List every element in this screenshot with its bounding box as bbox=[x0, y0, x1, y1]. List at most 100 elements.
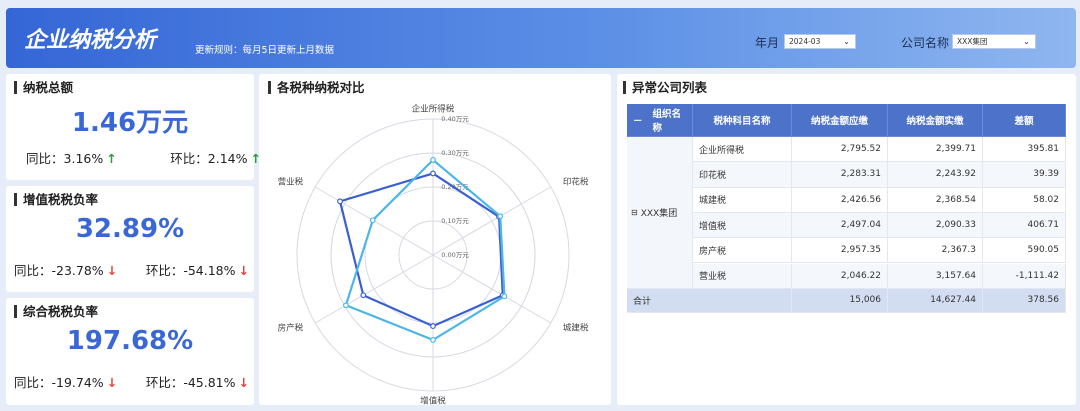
radar-chart: 企业所得税印花税城建税增值税房产税营业税0.00万元0.10万元0.20万元0.… bbox=[278, 104, 589, 406]
table-cell: 2,367.3 bbox=[888, 238, 983, 264]
group-name: XXX集团 bbox=[640, 208, 678, 219]
trend-arrow: ↑ bbox=[250, 151, 261, 166]
yoy-value: -23.78% bbox=[51, 263, 104, 278]
table-cell: 39.39 bbox=[983, 162, 1066, 188]
yoy-label: 同比： bbox=[26, 151, 64, 166]
compare-item: 同比：-19.74% ↓ bbox=[14, 372, 117, 391]
axis-label: 印花税 bbox=[563, 177, 589, 188]
yoy-label: 同比： bbox=[14, 263, 52, 278]
radar-panel: 各税种纳税对比 bbox=[259, 74, 611, 405]
axis-label: 增值税 bbox=[420, 396, 446, 406]
kpi-title: 纳税总额 bbox=[14, 81, 73, 94]
yoy-label: 同比： bbox=[14, 375, 52, 390]
table-cell: -1,111.42 bbox=[983, 263, 1066, 289]
spoke bbox=[432, 186, 552, 256]
total-cell: 14,627.44 bbox=[888, 288, 983, 313]
table-title: 异常公司列表 bbox=[623, 81, 707, 94]
table-cell: 2,283.31 bbox=[792, 162, 888, 188]
total-cell: 合计 bbox=[627, 288, 792, 313]
total-cell: 378.56 bbox=[983, 288, 1066, 313]
chart-title: 各税种纳税对比 bbox=[268, 81, 365, 94]
kpi-title: 增值税税负率 bbox=[14, 193, 98, 206]
trend-arrow: ↓ bbox=[238, 263, 249, 278]
table-cell: 企业所得税 bbox=[693, 137, 792, 163]
header-text: 税种科目名称 bbox=[713, 116, 771, 127]
table-cell: 2,090.33 bbox=[888, 212, 983, 239]
header: 企业纳税分析 更新规则：每月5日更新上月数据 年月 2024-03 ⌄ 公司名称 XXX集团… bbox=[6, 8, 1076, 68]
page-title: 企业纳税分析 bbox=[24, 28, 157, 53]
trend-arrow: ↑ bbox=[106, 151, 117, 166]
kpi-card: 增值税税负率 32.89% 同比：-23.78% ↓ 环比：-54.18% ↓ bbox=[6, 186, 254, 292]
kpi-card: 综合税税负率 197.68% 同比：-19.74% ↓ 环比：-45.81% ↓ bbox=[6, 298, 254, 405]
table-cell: 营业税 bbox=[693, 263, 792, 289]
column-header: 税种科目名称 bbox=[693, 104, 792, 137]
spoke bbox=[432, 254, 552, 324]
spoke bbox=[314, 254, 434, 324]
radar-point bbox=[430, 157, 436, 163]
axis-label: 营业税 bbox=[278, 177, 304, 188]
table-cell: 3,157.64 bbox=[888, 263, 983, 289]
kpi-value: 1.46万元 bbox=[71, 108, 189, 138]
tick-label: 0.30万元 bbox=[441, 149, 469, 157]
table-cell: 2,426.56 bbox=[792, 187, 888, 213]
compare-item: 环比：2.14% ↑ bbox=[170, 148, 261, 167]
header-text: 组织名称 bbox=[652, 109, 682, 134]
column-header: － 组织名称 bbox=[627, 104, 693, 137]
header-text: 差额 bbox=[1014, 116, 1034, 127]
table-cell: 395.81 bbox=[983, 137, 1066, 163]
kpi-value: 32.89% bbox=[75, 214, 185, 244]
filter-label: 公司名称 bbox=[901, 36, 950, 50]
kpi-compare: 同比：-19.74% ↓ 环比：-45.81% ↓ bbox=[14, 372, 249, 391]
table-cell: 2,399.71 bbox=[888, 137, 983, 163]
table-cell: 2,957.35 bbox=[792, 238, 888, 264]
compare-item: 同比：3.16% ↑ bbox=[26, 148, 117, 167]
axis-label: 房产税 bbox=[278, 323, 304, 334]
table-cell: 58.02 bbox=[983, 187, 1066, 213]
mom-label: 环比： bbox=[170, 151, 208, 166]
kpi-value: 197.68% bbox=[66, 326, 194, 356]
table-cell: 2,046.22 bbox=[792, 263, 888, 289]
table-cell: 590.05 bbox=[983, 238, 1066, 264]
total-cell: 15,006 bbox=[792, 288, 888, 313]
trend-arrow: ↓ bbox=[238, 375, 249, 390]
kpi-title: 综合税税负率 bbox=[14, 305, 98, 318]
mom-value: 2.14% bbox=[207, 151, 248, 166]
update-note: 更新规则：每月5日更新上月数据 bbox=[195, 45, 335, 56]
yoy-value: 3.16% bbox=[63, 151, 104, 166]
table-cell: 印花税 bbox=[693, 162, 792, 188]
table-cell: 2,368.54 bbox=[888, 187, 983, 213]
filter-select[interactable]: 2024-03 ⌄ bbox=[784, 34, 856, 49]
axis-label: 企业所得税 bbox=[412, 104, 455, 115]
tick-label: 0.40万元 bbox=[441, 115, 469, 123]
column-header: 差额 bbox=[983, 104, 1066, 137]
radar-point bbox=[369, 217, 376, 224]
compare-item: 环比：-45.81% ↓ bbox=[146, 372, 249, 391]
dropdown-arrow: ⌄ bbox=[1023, 37, 1030, 46]
filter-label: 年月 bbox=[755, 36, 780, 50]
tick-label: 0.00万元 bbox=[441, 251, 469, 259]
radar-point bbox=[430, 323, 436, 329]
table-panel: 异常公司列表－组织名称 税种科目名称 纳税金额应缴 纳税金额实缴 差额 ⊟ XXX集团 企业所… bbox=[617, 74, 1076, 405]
trend-arrow: ↓ bbox=[106, 375, 118, 390]
trend-arrow: ↓ bbox=[106, 263, 118, 278]
table-cell: 房产税 bbox=[693, 238, 792, 264]
radar-point bbox=[337, 198, 343, 205]
table-cell: 增值税 bbox=[693, 212, 792, 239]
column-header: 纳税金额应缴 bbox=[792, 104, 888, 137]
filter-select[interactable]: XXX集团 ⌄ bbox=[952, 34, 1036, 49]
compare-item: 同比：-23.78% ↓ bbox=[14, 260, 117, 279]
radar-point bbox=[360, 292, 367, 299]
collapse-icon: － bbox=[633, 116, 643, 127]
mom-value: -45.81% bbox=[183, 375, 236, 390]
header-text: 纳税金额实缴 bbox=[906, 116, 964, 127]
filter-value: XXX集团 bbox=[957, 37, 988, 46]
filter-value: 2024-03 bbox=[789, 37, 821, 46]
mom-value: -54.18% bbox=[183, 263, 236, 278]
table-cell: 城建税 bbox=[693, 187, 792, 213]
tick-label: 0.10万元 bbox=[441, 217, 469, 225]
column-header: 纳税金额实缴 bbox=[888, 104, 983, 137]
table-cell: 2,497.04 bbox=[792, 212, 888, 239]
compare-item: 环比：-54.18% ↓ bbox=[146, 260, 249, 279]
radar-point bbox=[430, 170, 436, 177]
